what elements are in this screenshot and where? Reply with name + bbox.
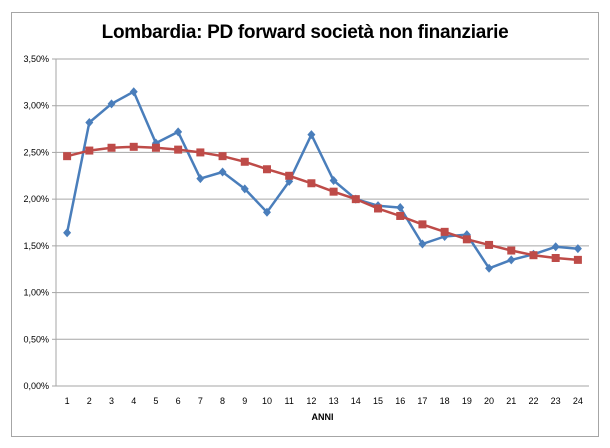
square-marker [374, 204, 383, 213]
x-tick-label: 3 [109, 396, 114, 406]
series-line-2 [66, 145, 579, 262]
square-marker [174, 145, 183, 154]
square-marker [551, 254, 560, 263]
y-tick-label: 0,00% [23, 381, 49, 391]
x-tick-label: 22 [528, 396, 538, 406]
x-tick-label: 10 [262, 396, 272, 406]
x-tick-label: 9 [242, 396, 247, 406]
y-tick-label: 1,50% [23, 241, 49, 251]
x-tick-label: 8 [220, 396, 225, 406]
y-tick-label: 2,00% [23, 194, 49, 204]
x-tick-label: 12 [306, 396, 316, 406]
square-marker [85, 146, 94, 155]
x-tick-label: 16 [395, 396, 405, 406]
square-marker [485, 240, 494, 249]
square-marker [396, 211, 405, 220]
square-marker [129, 142, 138, 151]
y-tick-label: 3,00% [23, 101, 49, 111]
y-tick-label: 0,50% [23, 334, 49, 344]
x-tick-label: 1 [65, 396, 70, 406]
diamond-marker [63, 228, 72, 238]
x-tick-label: 15 [373, 396, 383, 406]
square-marker [329, 187, 338, 196]
diamond-marker [129, 87, 138, 97]
x-tick-label: 14 [351, 396, 361, 406]
x-tick-label: 6 [176, 396, 181, 406]
diamond-marker [507, 255, 516, 265]
x-axis-label: ANNI [312, 412, 334, 422]
x-tick-label: 23 [551, 396, 561, 406]
square-marker [529, 251, 538, 260]
diamond-marker [329, 175, 338, 185]
chart-title: Lombardia: PD forward società non finanz… [101, 22, 509, 43]
square-marker [285, 171, 294, 180]
square-marker [151, 143, 160, 152]
series-line-1 [65, 90, 579, 270]
diamond-marker [218, 167, 227, 177]
x-tick-label: 11 [285, 396, 294, 406]
diamond-marker [418, 239, 427, 249]
y-tick-label: 1,00% [23, 288, 49, 298]
diamond-marker [196, 174, 205, 184]
square-marker [507, 246, 516, 255]
square-marker [351, 195, 360, 204]
diamond-marker [573, 244, 582, 254]
y-tick-label: 2,50% [23, 147, 49, 157]
diamond-marker [307, 130, 316, 140]
diamond-marker [85, 118, 94, 128]
x-tick-label: 4 [131, 396, 136, 406]
x-tick-label: 20 [484, 396, 494, 406]
chart-area [11, 12, 599, 437]
diamond-marker [551, 242, 560, 252]
x-tick-label: 18 [440, 396, 450, 406]
diamond-marker [174, 127, 183, 137]
square-marker [307, 179, 316, 188]
x-tick-label: 5 [153, 396, 158, 406]
x-tick-label: 19 [462, 396, 472, 406]
diamond-marker [485, 263, 494, 273]
x-tick-label: 13 [329, 396, 339, 406]
diamond-marker [396, 203, 405, 213]
square-marker [63, 152, 72, 161]
square-marker [418, 220, 427, 229]
square-marker [218, 152, 227, 161]
x-tick-label: 7 [198, 396, 203, 406]
x-tick-label: 21 [506, 396, 516, 406]
x-tick-label: 17 [417, 396, 427, 406]
x-tick-label: 24 [573, 396, 583, 406]
square-marker [440, 227, 449, 236]
square-marker [262, 165, 271, 174]
square-marker [196, 148, 205, 157]
diamond-marker [107, 99, 116, 109]
x-tick-label: 2 [87, 396, 92, 406]
diamond-marker [262, 207, 271, 217]
square-marker [107, 143, 116, 152]
square-marker [462, 235, 471, 244]
square-marker [573, 255, 582, 264]
diamond-marker [240, 184, 249, 194]
square-marker [240, 157, 249, 166]
y-tick-label: 3,50% [23, 54, 49, 64]
